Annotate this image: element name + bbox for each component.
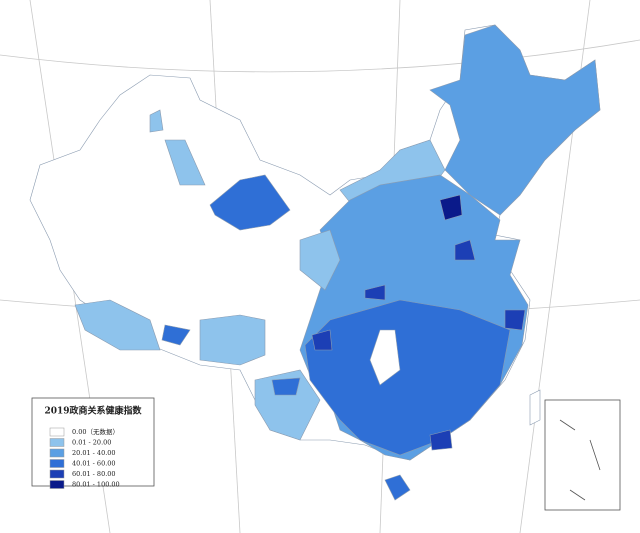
region xyxy=(209,174,291,231)
legend-label: 80.01 - 100.00 xyxy=(72,481,120,489)
region xyxy=(439,194,463,221)
inset-islands xyxy=(559,419,601,501)
region xyxy=(429,24,601,216)
region xyxy=(164,139,206,186)
legend-label: 60.01 - 80.00 xyxy=(72,470,116,478)
region xyxy=(254,369,321,441)
region xyxy=(271,377,301,396)
legend-swatch xyxy=(49,438,65,447)
region xyxy=(161,324,191,346)
region xyxy=(299,229,341,291)
graticule-line xyxy=(0,39,640,73)
legend-swatch xyxy=(49,469,65,479)
region xyxy=(364,284,386,301)
region xyxy=(74,299,161,351)
legend-swatch xyxy=(49,459,65,468)
region xyxy=(384,474,411,501)
region xyxy=(199,314,266,366)
regions xyxy=(29,24,601,501)
legend-label: 20.01 - 40.00 xyxy=(72,449,116,457)
legend: 2019政商关系健康指数 0.00（无数据） 0.01 - 20.00 20.01 … xyxy=(31,397,155,489)
region xyxy=(454,239,476,261)
region xyxy=(429,429,453,451)
region xyxy=(311,329,333,351)
legend-swatch xyxy=(49,480,65,489)
inset-frame xyxy=(544,399,621,511)
region xyxy=(149,109,164,133)
legend-label: 0.00（无数据） xyxy=(72,427,119,436)
region xyxy=(529,389,541,426)
legend-label: 0.01 - 20.00 xyxy=(72,439,111,447)
legend-swatch xyxy=(49,448,65,458)
legend-swatch xyxy=(49,427,65,437)
legend-label: 40.01 - 60.00 xyxy=(72,460,116,468)
region xyxy=(504,309,526,331)
region xyxy=(369,329,401,386)
legend-title: 2019政商关系健康指数 xyxy=(44,405,142,417)
